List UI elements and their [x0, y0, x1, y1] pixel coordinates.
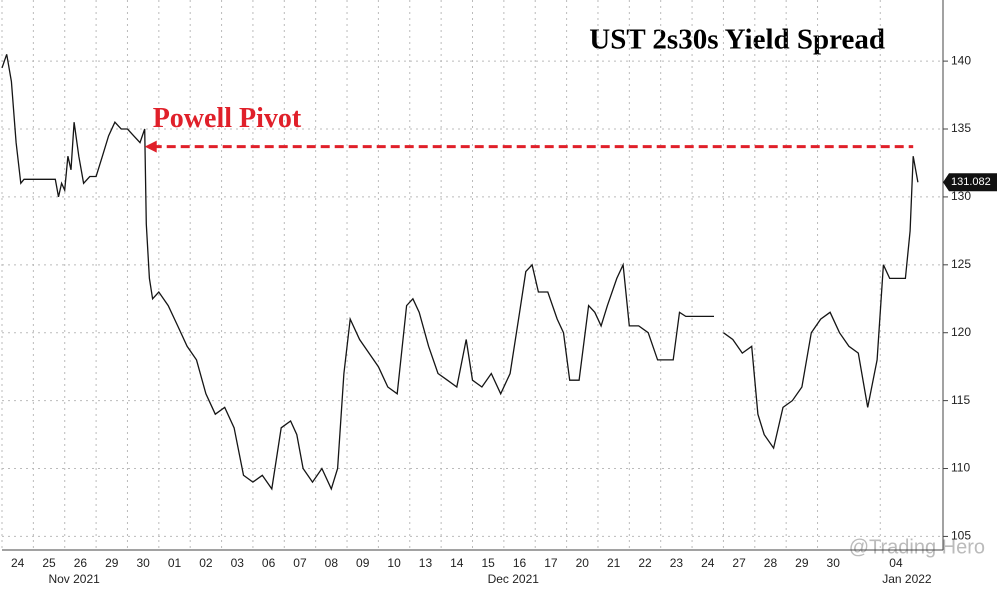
x-tick-label: 21 [607, 556, 621, 570]
last-value-tag [943, 173, 997, 192]
y-tick-label: 135 [951, 121, 971, 135]
x-tick-label: 09 [356, 556, 370, 570]
annotation-label: Powell Pivot [153, 103, 302, 134]
y-tick-label: 110 [951, 461, 970, 475]
x-tick-label: 27 [732, 556, 746, 570]
x-tick-label: 30 [827, 556, 841, 570]
x-tick-label: 30 [136, 556, 150, 570]
x-tick-label: 03 [231, 556, 245, 570]
last-value-label: 131.082 [951, 176, 991, 188]
x-tick-label: 14 [450, 556, 464, 570]
x-tick-label: 20 [576, 556, 590, 570]
month-label: Nov 2021 [48, 572, 100, 586]
x-tick-label: 10 [387, 556, 401, 570]
series-line [1, 54, 919, 491]
x-tick-label: 15 [482, 556, 496, 570]
y-tick-label: 120 [951, 325, 971, 339]
x-tick-label: 06 [262, 556, 276, 570]
x-tick-label: 08 [325, 556, 339, 570]
month-label: Dec 2021 [488, 572, 540, 586]
y-tick-label: 115 [951, 393, 970, 407]
x-tick-label: 28 [764, 556, 778, 570]
x-tick-label: 22 [638, 556, 652, 570]
y-tick-label: 140 [951, 53, 971, 67]
x-tick-label: 29 [795, 556, 809, 570]
x-tick-label: 07 [293, 556, 307, 570]
x-tick-label: 17 [544, 556, 558, 570]
x-tick-label: 16 [513, 556, 527, 570]
x-tick-label: 25 [42, 556, 56, 570]
month-label: Jan 2022 [882, 572, 932, 586]
y-tick-label: 125 [951, 257, 971, 271]
x-tick-label: 02 [199, 556, 213, 570]
x-tick-label: 01 [168, 556, 182, 570]
watermark: @Trading Hero [849, 536, 985, 558]
x-tick-label: 04 [889, 556, 903, 570]
y-tick-label: 130 [951, 189, 971, 203]
x-tick-label: 26 [74, 556, 88, 570]
chart-title: UST 2s30s Yield Spread [589, 24, 885, 56]
x-tick-label: 29 [105, 556, 119, 570]
y-tick-label: 105 [951, 529, 971, 543]
x-tick-label: 13 [419, 556, 433, 570]
x-tick-label: 24 [11, 556, 25, 570]
annotation-arrowhead [144, 140, 157, 153]
x-tick-label: 24 [701, 556, 715, 570]
x-tick-label: 23 [670, 556, 684, 570]
